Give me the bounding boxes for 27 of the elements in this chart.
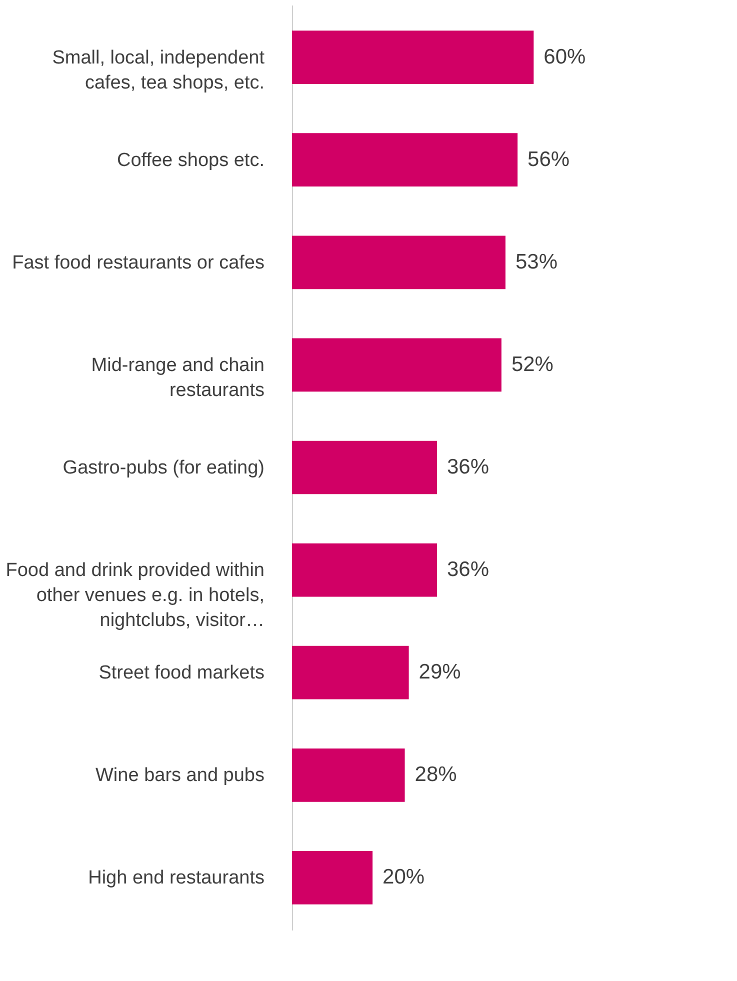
bar — [292, 30, 534, 84]
bar — [292, 748, 405, 802]
bar — [292, 236, 506, 290]
data-label: 52% — [511, 352, 554, 376]
y-tick-label: Coffee shops etc. — [116, 150, 264, 171]
y-tick-label: Wine bars and pubs — [96, 765, 264, 786]
bar — [292, 133, 518, 187]
y-tick-label: Street food markets — [98, 662, 264, 684]
y-tick-label: High end restaurants — [88, 868, 264, 889]
y-tick-label: Food and drink provided within other venues e.g. in hotels, nightclubs, visitor… — [6, 560, 264, 632]
data-label: 56% — [528, 148, 570, 171]
data-label: 29% — [418, 660, 461, 684]
bar — [292, 543, 437, 597]
y-tick-label: Fast food restaurants or cafes — [12, 252, 264, 274]
data-label: 28% — [414, 763, 457, 786]
bar — [292, 338, 502, 392]
y-tick-label: Small, local, independent cafes, tea shops, etc. — [52, 47, 266, 94]
y-tick-label: Mid-range and chain restaurants — [91, 354, 264, 401]
data-label: 36% — [447, 558, 490, 582]
bar — [292, 851, 373, 904]
y-tick-label: Gastro-pubs (for eating) — [62, 458, 264, 478]
data-label: 60% — [544, 45, 586, 68]
bar — [292, 646, 409, 700]
data-label: 53% — [515, 250, 558, 274]
data-label: 36% — [447, 456, 490, 478]
bar — [292, 440, 437, 494]
data-label: 20% — [382, 866, 425, 889]
